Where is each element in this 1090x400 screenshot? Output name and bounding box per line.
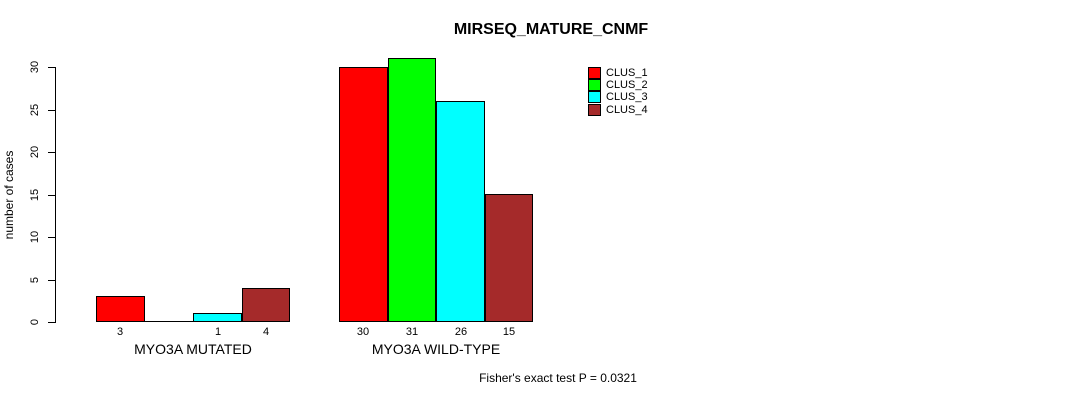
y-tick-label: 5 [29, 276, 41, 284]
y-tick [48, 280, 55, 281]
bar [96, 296, 145, 322]
y-tick-label: 10 [29, 230, 41, 244]
bar-value-label: 4 [262, 326, 270, 338]
chart-title: MIRSEQ_MATURE_CNMF [453, 21, 649, 38]
y-axis-label: number of cases [2, 150, 16, 240]
legend-swatch [588, 79, 601, 91]
bar-value-label: 26 [454, 326, 468, 338]
y-tick [48, 195, 55, 196]
bar-value-label: 30 [356, 326, 370, 338]
annotation-text: Fisher's exact test P = 0.0321 [479, 371, 637, 385]
bar [339, 67, 388, 322]
y-tick-label: 25 [29, 103, 41, 117]
legend-label: CLUS_1 [606, 67, 648, 79]
legend-swatch [588, 67, 601, 79]
bar-value-label: 15 [502, 326, 516, 338]
y-tick [48, 152, 55, 153]
bar [436, 101, 485, 322]
bar-value-label: 3 [116, 326, 124, 338]
legend-label: CLUS_4 [606, 104, 648, 116]
category-label: MYO3A MUTATED [134, 341, 252, 357]
y-tick [48, 322, 55, 323]
y-axis-line [55, 67, 56, 323]
bar [485, 194, 533, 322]
y-tick [48, 237, 55, 238]
legend-swatch [588, 91, 601, 103]
bar [242, 288, 290, 322]
legend-swatch [588, 104, 601, 116]
bar [145, 321, 193, 322]
legend-label: CLUS_2 [606, 79, 648, 91]
y-tick [48, 110, 55, 111]
bar-value-label: 1 [214, 326, 222, 338]
bar [193, 313, 242, 322]
bar-value-label: 31 [405, 326, 419, 338]
bar [388, 58, 436, 322]
legend-label: CLUS_3 [606, 91, 648, 103]
category-label: MYO3A WILD-TYPE [371, 341, 501, 357]
y-tick-label: 20 [29, 145, 41, 159]
y-tick-label: 30 [29, 60, 41, 74]
y-tick-label: 0 [29, 318, 41, 326]
y-tick-label: 15 [29, 188, 41, 202]
y-tick [48, 67, 55, 68]
